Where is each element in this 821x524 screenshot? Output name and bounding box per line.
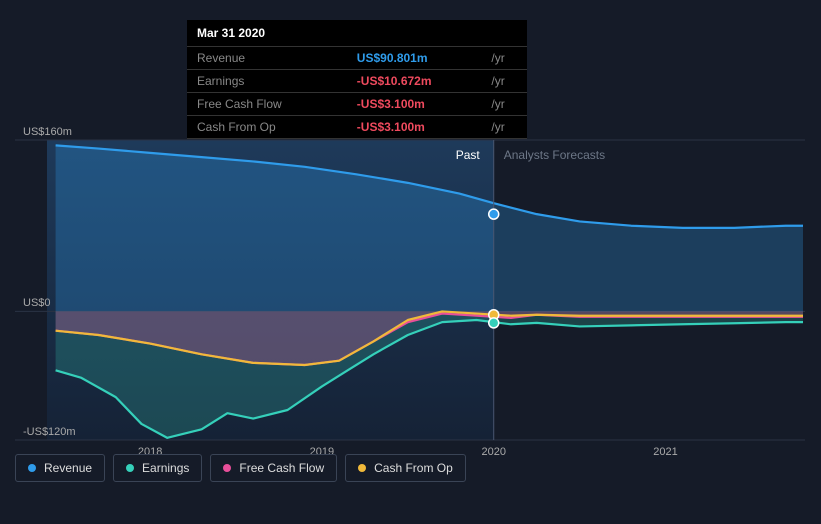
tooltip-row-unit: /yr: [491, 70, 527, 93]
tooltip-row-value: -US$3.100m: [347, 93, 492, 116]
legend-item[interactable]: Free Cash Flow: [210, 454, 337, 482]
tooltip-row-value: US$90.801m: [347, 47, 492, 70]
legend-item[interactable]: Revenue: [15, 454, 105, 482]
chart-svg: [15, 122, 805, 442]
legend-swatch: [126, 464, 134, 472]
tooltip-row: Cash From Op-US$3.100m/yr: [187, 116, 527, 139]
tooltip-date: Mar 31 2020: [187, 20, 527, 47]
tooltip-row: Free Cash Flow-US$3.100m/yr: [187, 93, 527, 116]
tooltip-row-unit: /yr: [491, 47, 527, 70]
legend-swatch: [223, 464, 231, 472]
y-axis-label: US$0: [23, 297, 51, 309]
tooltip-table: RevenueUS$90.801m/yrEarnings-US$10.672m/…: [187, 47, 527, 139]
chart-legend: Revenue Earnings Free Cash Flow Cash From O…: [15, 454, 466, 482]
tooltip-row-value: -US$10.672m: [347, 70, 492, 93]
legend-label: Cash From Op: [374, 461, 453, 475]
tooltip-row-label: Cash From Op: [187, 116, 347, 139]
legend-swatch: [358, 464, 366, 472]
tooltip-row-value: -US$3.100m: [347, 116, 492, 139]
x-axis-label: 2021: [653, 446, 677, 458]
tooltip-row-unit: /yr: [491, 116, 527, 139]
legend-label: Revenue: [44, 461, 92, 475]
legend-item[interactable]: Cash From Op: [345, 454, 466, 482]
chart-tooltip: Mar 31 2020 RevenueUS$90.801m/yrEarnings…: [187, 20, 527, 139]
earnings-chart[interactable]: US$160mUS$0-US$120m 2018201920202021 Pas…: [15, 122, 805, 482]
tooltip-row-label: Free Cash Flow: [187, 93, 347, 116]
region-label-past: Past: [456, 148, 480, 162]
tooltip-row: Earnings-US$10.672m/yr: [187, 70, 527, 93]
tooltip-row: RevenueUS$90.801m/yr: [187, 47, 527, 70]
legend-swatch: [28, 464, 36, 472]
y-axis-label: US$160m: [23, 126, 72, 138]
region-label-forecast: Analysts Forecasts: [504, 148, 605, 162]
tooltip-row-label: Revenue: [187, 47, 347, 70]
tooltip-row-label: Earnings: [187, 70, 347, 93]
legend-item[interactable]: Earnings: [113, 454, 202, 482]
legend-label: Free Cash Flow: [239, 461, 324, 475]
tooltip-row-unit: /yr: [491, 93, 527, 116]
y-axis-label: -US$120m: [23, 426, 76, 438]
x-axis-label: 2020: [481, 446, 505, 458]
legend-label: Earnings: [142, 461, 189, 475]
